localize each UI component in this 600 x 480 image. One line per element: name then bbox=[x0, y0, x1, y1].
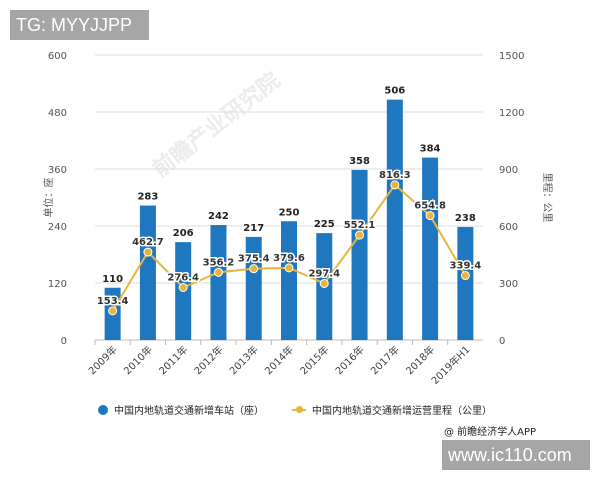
bar-value-label: 250 bbox=[279, 207, 300, 218]
y-tick-label: 240 bbox=[48, 222, 67, 233]
x-tick-label: 2017年 bbox=[368, 343, 402, 377]
line-value-label: 462.7 bbox=[132, 237, 164, 248]
legend-item-bars[interactable]: 中国内地轨道交通新增车站（座） bbox=[98, 402, 264, 417]
line-point bbox=[425, 211, 435, 221]
bar bbox=[139, 205, 156, 340]
bar bbox=[386, 99, 403, 341]
line-point bbox=[319, 278, 329, 288]
x-tick-label: 2018年 bbox=[403, 343, 437, 377]
line-point bbox=[390, 180, 400, 190]
y-tick-label: 360 bbox=[48, 165, 67, 176]
y2-tick-label: 1500 bbox=[499, 51, 524, 62]
y-tick-label: 120 bbox=[48, 279, 67, 290]
line-value-label: 153.4 bbox=[97, 296, 129, 307]
watermark-tag: TG: MYYJJPP bbox=[10, 10, 149, 40]
line-value-label: 339.4 bbox=[450, 261, 482, 272]
x-tick-label: 2012年 bbox=[191, 343, 225, 377]
bar bbox=[281, 221, 297, 340]
x-tick-label: 2010年 bbox=[121, 343, 155, 377]
line-point bbox=[213, 267, 223, 277]
bar-value-label: 110 bbox=[102, 274, 123, 285]
y2-tick-label: 300 bbox=[499, 279, 518, 290]
y2-axis-label: 里程：公里 bbox=[541, 173, 553, 223]
bar-value-label: 506 bbox=[384, 86, 405, 97]
line-value-label: 552.1 bbox=[344, 220, 376, 231]
y2-tick-label: 900 bbox=[499, 165, 518, 176]
bar-value-label: 217 bbox=[243, 223, 264, 234]
bar bbox=[422, 157, 439, 340]
line-value-label: 379.6 bbox=[273, 253, 305, 264]
bar-value-label: 242 bbox=[208, 211, 229, 222]
logo-watermark: 前瞻产业研究院 bbox=[148, 67, 285, 182]
bar bbox=[351, 169, 368, 340]
y-tick-label: 480 bbox=[48, 108, 67, 119]
watermark-site: www.ic110.com bbox=[442, 440, 590, 470]
x-tick-label: 2019年H1 bbox=[428, 343, 472, 387]
x-tick-label: 2013年 bbox=[227, 343, 261, 377]
x-tick-label: 2014年 bbox=[262, 343, 296, 377]
line-point bbox=[249, 264, 259, 274]
bar bbox=[210, 225, 227, 340]
legend-circle-icon bbox=[98, 404, 108, 415]
bar bbox=[457, 226, 474, 340]
line-point bbox=[178, 282, 188, 292]
x-tick-label: 2009年 bbox=[85, 343, 119, 377]
bar-value-label: 238 bbox=[455, 213, 476, 224]
y2-tick-label: 600 bbox=[499, 222, 518, 233]
source-credit: @ 前瞻经济学人APP bbox=[444, 427, 537, 438]
line-value-label: 297.4 bbox=[308, 268, 340, 279]
legend-item-line[interactable]: 中国内地轨道交通新增运营里程（公里） bbox=[292, 402, 492, 417]
bar-value-label: 206 bbox=[173, 228, 194, 239]
x-tick-label: 2011年 bbox=[156, 343, 190, 377]
y-tick-label: 600 bbox=[48, 51, 67, 62]
legend-line-icon bbox=[292, 405, 306, 413]
line-point bbox=[108, 306, 118, 316]
x-tick-label: 2016年 bbox=[332, 343, 366, 377]
line-point bbox=[284, 263, 294, 273]
bar bbox=[245, 236, 262, 340]
y2-tick-label: 0 bbox=[499, 336, 505, 347]
legend-label: 中国内地轨道交通新增运营里程（公里） bbox=[312, 406, 492, 417]
y2-tick-label: 1200 bbox=[499, 108, 524, 119]
line-point bbox=[143, 247, 153, 257]
x-tick-label: 2015年 bbox=[297, 343, 331, 377]
line-value-label: 276.4 bbox=[167, 272, 199, 283]
line-point bbox=[355, 230, 365, 240]
line-value-label: 816.3 bbox=[379, 170, 411, 181]
line-value-label: 375.4 bbox=[238, 254, 270, 265]
y-axis-label: 单位：座 bbox=[42, 178, 55, 218]
bar-value-label: 384 bbox=[420, 144, 441, 155]
legend-label: 中国内地轨道交通新增车站（座） bbox=[114, 406, 264, 417]
line-value-label: 654.8 bbox=[414, 201, 446, 212]
bar-value-label: 283 bbox=[137, 192, 158, 203]
bar-value-label: 225 bbox=[314, 219, 335, 230]
y-tick-label: 0 bbox=[61, 336, 67, 347]
bar-value-label: 358 bbox=[349, 156, 370, 167]
line-point bbox=[460, 271, 470, 281]
line-value-label: 356.2 bbox=[203, 257, 235, 268]
